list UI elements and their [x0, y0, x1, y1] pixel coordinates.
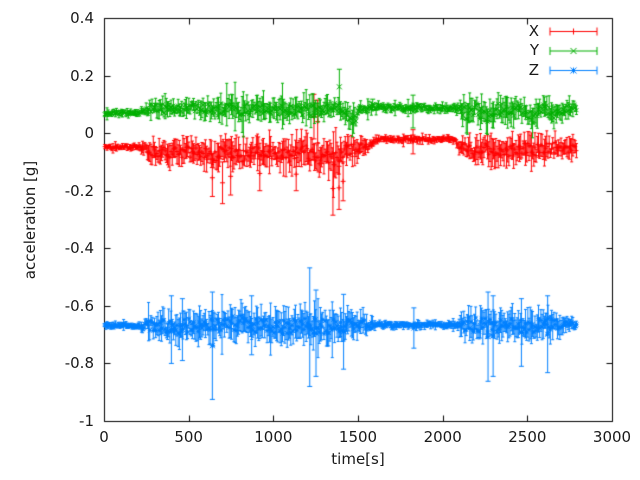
x-tick-label: 1500 — [338, 428, 378, 446]
legend-label-z: Z — [528, 60, 539, 79]
y-tick-label: 0.2 — [70, 66, 94, 85]
x-tick-label: 2500 — [508, 428, 547, 446]
y-tick-label: 0.4 — [70, 9, 94, 27]
x-axis-title: time[s] — [331, 450, 385, 468]
y-tick-label: -0.2 — [64, 181, 94, 200]
y-tick-label: -0.4 — [64, 239, 94, 258]
y-tick-label: -1 — [79, 412, 94, 430]
y-tick-label: -0.6 — [64, 296, 94, 315]
y-tick-label: -0.8 — [64, 354, 94, 373]
x-tick-label: 500 — [174, 428, 203, 446]
x-tick-label: 0 — [99, 428, 109, 446]
y-tick-label: 0 — [84, 124, 94, 143]
legend-label-y: Y — [529, 41, 539, 59]
x-tick-label: 1000 — [254, 428, 293, 446]
x-tick-label: 2000 — [423, 428, 462, 446]
x-tick-label: 3000 — [592, 428, 632, 446]
legend-label-x: X — [528, 21, 539, 40]
